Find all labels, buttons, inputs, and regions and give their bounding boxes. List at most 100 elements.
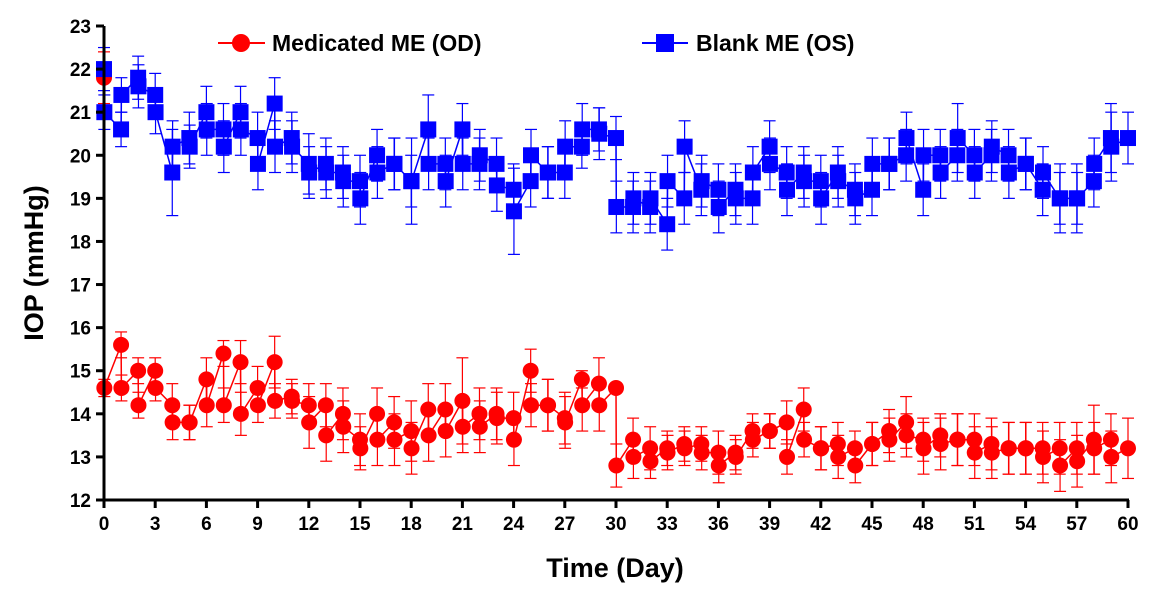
x-tick-label: 18 [401, 514, 422, 535]
data-point [369, 147, 386, 164]
data-point [659, 173, 676, 190]
data-point [573, 371, 590, 388]
data-point [198, 371, 215, 388]
data-point [898, 427, 915, 444]
x-tick-label: 45 [861, 514, 883, 535]
data-point [488, 410, 505, 427]
data-point [1017, 155, 1034, 172]
data-point [608, 198, 625, 215]
data-point [778, 164, 795, 181]
data-point [215, 397, 232, 414]
data-point [300, 397, 317, 414]
data-point [779, 448, 796, 465]
data-point [420, 401, 437, 418]
data-point [147, 86, 164, 103]
legend-label-medicated: Medicated ME (OD) [272, 30, 482, 56]
data-point [147, 379, 164, 396]
x-tick-label: 36 [708, 514, 729, 535]
data-point [540, 164, 557, 181]
data-point [266, 354, 283, 371]
y-tick-label: 20 [70, 146, 91, 167]
data-point [317, 397, 334, 414]
data-point [1085, 173, 1102, 190]
data-point [540, 397, 557, 414]
x-tick-label: 48 [913, 514, 934, 535]
data-point [847, 190, 864, 207]
data-point [420, 427, 437, 444]
data-point [744, 164, 761, 181]
data-point [318, 164, 335, 181]
data-point [403, 440, 420, 457]
x-tick-label: 54 [1015, 514, 1037, 535]
data-point [642, 453, 659, 470]
data-point [727, 448, 744, 465]
data-point [1034, 181, 1051, 198]
data-point [915, 440, 932, 457]
data-point [301, 414, 318, 431]
data-point [523, 397, 540, 414]
data-point [778, 414, 795, 431]
data-point [796, 173, 813, 190]
data-point [164, 164, 181, 181]
data-point [386, 414, 403, 431]
data-point [744, 431, 761, 448]
data-point [1052, 190, 1069, 207]
y-tick-label: 15 [70, 362, 92, 383]
data-point [966, 147, 983, 164]
data-point [130, 362, 147, 379]
legend-marker-blank [656, 34, 674, 52]
y-tick-label: 22 [70, 60, 91, 81]
data-point [232, 354, 249, 371]
x-tick-label: 57 [1066, 514, 1087, 535]
data-point [795, 401, 812, 418]
data-point [488, 177, 505, 194]
y-tick-label: 13 [70, 448, 91, 469]
plot-area [96, 46, 1136, 492]
y-tick-label: 23 [70, 17, 91, 38]
data-point [898, 414, 915, 431]
data-point [744, 190, 761, 207]
data-point [557, 414, 574, 431]
data-point [352, 173, 368, 190]
x-tick-label: 51 [964, 514, 986, 535]
x-tick-label: 27 [554, 514, 575, 535]
data-point [676, 138, 693, 155]
data-point [710, 444, 727, 461]
data-point [608, 457, 625, 474]
data-point [113, 121, 130, 138]
data-point [488, 155, 505, 172]
data-point [813, 190, 830, 207]
data-point [335, 418, 352, 435]
data-point [523, 147, 540, 164]
data-point [608, 379, 624, 396]
data-point [949, 147, 966, 164]
data-point [1000, 164, 1017, 181]
data-point [727, 190, 744, 207]
data-point [915, 147, 932, 164]
data-point [232, 104, 249, 121]
x-tick-label: 60 [1117, 514, 1138, 535]
data-point [1120, 440, 1136, 457]
data-point [420, 155, 437, 172]
x-tick-label: 21 [452, 514, 474, 535]
data-point [983, 138, 1000, 155]
data-point [164, 397, 181, 414]
data-point [812, 173, 829, 190]
data-point [864, 435, 881, 452]
data-point [898, 147, 915, 164]
data-point [591, 125, 608, 142]
data-point [557, 138, 574, 155]
data-point [164, 138, 181, 155]
x-tick-label: 3 [150, 514, 161, 535]
data-point [1102, 431, 1119, 448]
data-point [915, 181, 932, 198]
data-point [574, 121, 591, 138]
data-point [301, 164, 318, 181]
data-point [198, 121, 215, 138]
data-point [403, 173, 420, 190]
data-point [386, 155, 403, 172]
data-point [232, 121, 249, 138]
y-tick-label: 16 [70, 319, 91, 340]
data-point [761, 138, 778, 155]
